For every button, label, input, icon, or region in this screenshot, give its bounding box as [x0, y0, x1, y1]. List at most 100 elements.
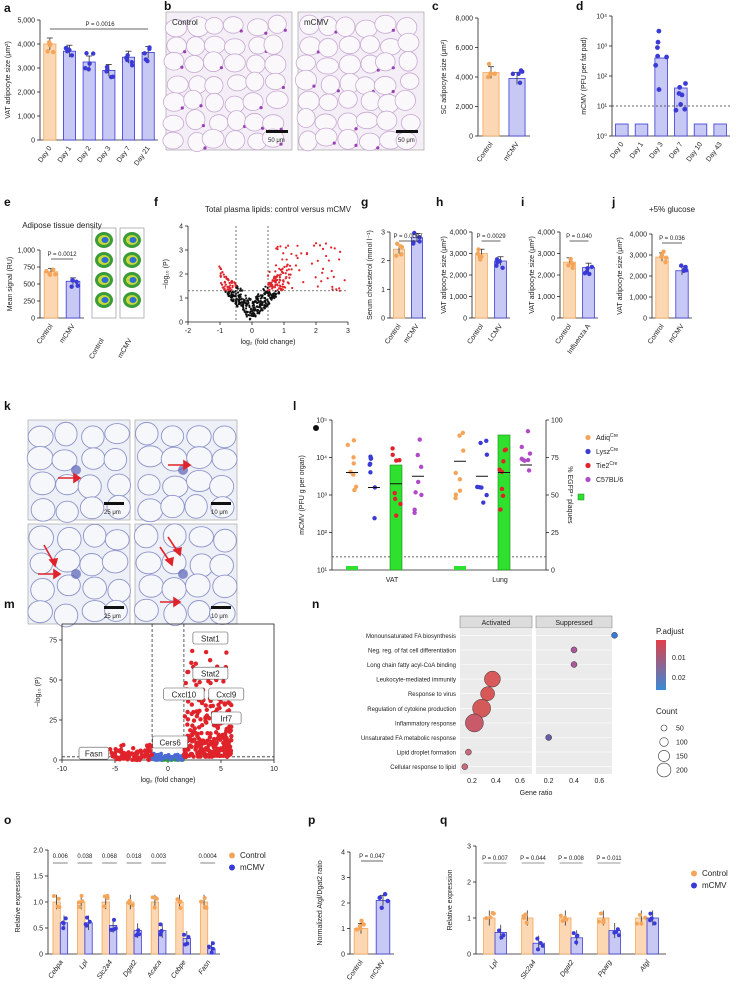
data-point [484, 438, 489, 444]
p-value-label: 0.006 [53, 854, 69, 860]
data-point [491, 911, 496, 916]
data-point [214, 741, 219, 746]
y-tick-label: 6,000 [455, 45, 473, 52]
adipocyte [318, 38, 338, 58]
data-point [266, 274, 270, 277]
data-point [242, 300, 245, 303]
adipocyte [30, 577, 55, 603]
data-point [256, 308, 260, 312]
nucleus [219, 66, 223, 70]
adipocyte [338, 54, 361, 75]
data-point [228, 281, 231, 285]
data-point [203, 716, 208, 721]
chart-panel-l: 10¹ 10² 10³ 10⁴ 10⁵ 0 25 50 75 100 mCMV (PFU g per… [299, 418, 623, 585]
x-tick-label: Cebpe [170, 959, 188, 980]
data-point [204, 753, 209, 759]
data-point [540, 943, 545, 948]
data-point [69, 53, 75, 58]
adipocyte [55, 500, 79, 523]
x-tick-label: Control [466, 323, 485, 346]
data-point [497, 928, 502, 933]
gene-label-box [163, 687, 205, 701]
data-point [488, 915, 493, 920]
x-tick-label: 3 [346, 328, 350, 335]
legend-marker [577, 493, 585, 501]
data-point [223, 287, 226, 291]
data-point [269, 296, 272, 299]
nucleus [391, 66, 395, 70]
data-point [228, 728, 233, 733]
adipocyte [212, 425, 237, 449]
data-point [394, 241, 400, 246]
data-point [519, 456, 524, 462]
data-point [244, 294, 247, 297]
size-marker [656, 762, 672, 778]
adipocyte [247, 18, 269, 37]
adipocyte [53, 548, 81, 573]
data-point [339, 250, 342, 254]
data-point [335, 288, 338, 291]
data-point [276, 245, 279, 248]
data-point [281, 267, 284, 270]
data-point [361, 922, 366, 927]
data-point [261, 301, 264, 305]
adipocyte [316, 57, 339, 75]
data-point [235, 297, 238, 300]
nucleus [354, 143, 358, 147]
term-label: Regulation of cytokine production [367, 707, 456, 713]
data-point [222, 273, 225, 276]
bar [494, 260, 507, 319]
data-point [80, 899, 85, 904]
data-point [485, 74, 491, 80]
data-point [175, 897, 180, 902]
axis-line [39, 20, 158, 141]
x-tick-label: Day 43 [705, 141, 724, 163]
x-tick-label: Day 1 [629, 141, 645, 160]
data-point [300, 252, 303, 255]
y-tick-label: 10² [597, 74, 608, 81]
data-point [290, 252, 293, 256]
data-point [208, 739, 213, 744]
data-point [412, 507, 417, 512]
y-axis-label: Normalized Atgl/Dgat2 ratio [317, 860, 324, 945]
legend-label: C57BL/6 [596, 477, 623, 484]
adipocyte [81, 447, 106, 470]
legend-title: Count [656, 707, 678, 716]
adipocyte [222, 16, 244, 34]
y-tick-label: 1,000 [17, 114, 35, 121]
data-point [585, 266, 590, 271]
data-point [240, 289, 243, 292]
y2-tick-label: 100 [551, 418, 563, 425]
adipocyte [320, 75, 340, 95]
data-point [284, 272, 287, 275]
data-point [248, 314, 252, 317]
data-point [260, 295, 263, 298]
data-point [289, 273, 292, 276]
data-point [198, 717, 203, 722]
chart-panel-p: 0 1 2 3 4 Normalized Atgl/Dgat2 ratio Control m… [317, 850, 394, 982]
chart-panel-n: Activated Suppressed Monounsaturated FA bi… [361, 615, 688, 797]
data-point [210, 703, 216, 709]
data-point [250, 314, 253, 317]
data-point [146, 754, 152, 759]
x-tick-label: mCMV [503, 141, 521, 163]
data-point [258, 312, 261, 315]
p-value-label: P = 0.0012 [47, 252, 77, 258]
legend-marker [229, 864, 235, 871]
data-point [274, 270, 277, 273]
adipocyte [201, 128, 225, 149]
data-point [195, 733, 200, 738]
x-tick-label: Pparg [597, 959, 614, 978]
data-point [574, 940, 579, 945]
adipocyte [227, 110, 247, 131]
data-point [457, 477, 463, 482]
data-point [266, 300, 270, 303]
data-point [221, 270, 224, 274]
data-point [655, 45, 660, 51]
scale-label: 10 μm [211, 614, 228, 620]
y-tick-label: 1.5 [33, 874, 43, 881]
x-tick-label: -5 [112, 766, 118, 773]
data-point [538, 941, 543, 946]
bar [43, 271, 59, 319]
data-point [285, 265, 288, 268]
